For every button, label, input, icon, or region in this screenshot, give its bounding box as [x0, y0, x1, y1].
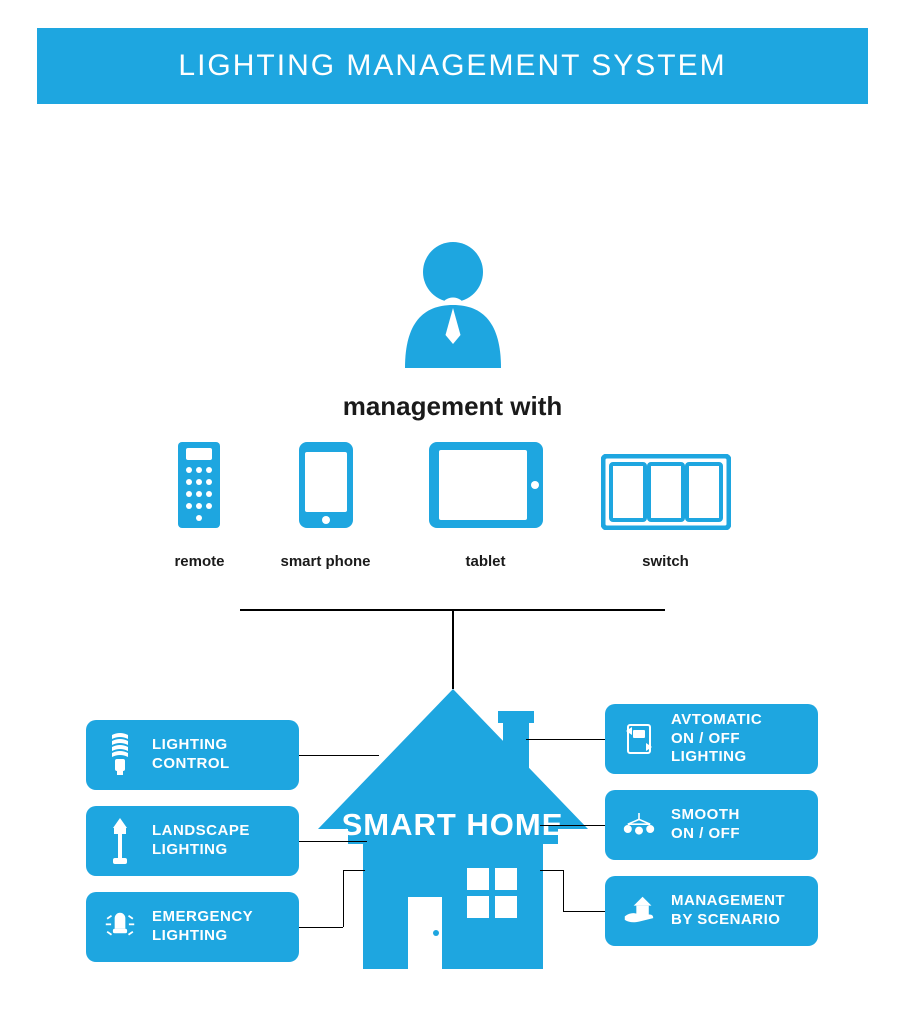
user-block: management with	[0, 230, 905, 422]
feature-landscape-lighting: LANDSCAPE LIGHTING	[86, 806, 299, 876]
feature-label: LIGHTING CONTROL	[152, 736, 230, 774]
device-label: smart phone	[281, 553, 371, 570]
switch-icon	[601, 517, 731, 534]
device-label: tablet	[427, 553, 545, 570]
feature-label: MANAGEMENT BY SCENARIO	[671, 892, 785, 930]
alarm-light-icon	[104, 907, 136, 947]
feature-label: SMOOTH ON / OFF	[671, 806, 740, 844]
connector-line	[299, 927, 343, 928]
management-with-caption: management with	[0, 391, 905, 422]
tablet-icon	[427, 517, 545, 534]
connector-line	[540, 870, 563, 871]
house-label-text: SMART HOME	[342, 807, 564, 843]
cfl-bulb-icon	[104, 735, 136, 775]
devices-row: remote smart phone tablet	[0, 440, 905, 570]
device-label: remote	[174, 553, 224, 570]
connector-line	[540, 825, 605, 826]
hand-house-icon	[623, 891, 655, 931]
connector-line	[526, 739, 605, 740]
device-label: switch	[601, 553, 731, 570]
device-smartphone: smart phone	[281, 440, 371, 570]
auto-switch-icon	[623, 719, 655, 759]
smartphone-icon	[297, 517, 355, 534]
feature-lighting-control: LIGHTING CONTROL	[86, 720, 299, 790]
connector-line	[563, 870, 564, 911]
title-bar: LIGHTING MANAGEMENT SYSTEM	[37, 28, 868, 104]
feature-automatic-onoff: AVTOMATIC ON / OFF LIGHTING	[605, 704, 818, 774]
feature-emergency-lighting: EMERGENCY LIGHTING	[86, 892, 299, 962]
chandelier-icon	[623, 805, 655, 845]
feature-label: LANDSCAPE LIGHTING	[152, 822, 250, 860]
connector-line	[563, 911, 605, 912]
user-icon	[378, 230, 528, 385]
device-remote: remote	[174, 440, 224, 570]
connector-line	[343, 870, 344, 927]
connector-t	[240, 609, 665, 689]
feature-smooth-onoff: SMOOTH ON / OFF	[605, 790, 818, 860]
device-switch: switch	[601, 454, 731, 570]
connector-line	[299, 755, 379, 756]
device-tablet: tablet	[427, 440, 545, 570]
feature-label: AVTOMATIC ON / OFF LIGHTING	[671, 711, 762, 767]
title-text: LIGHTING MANAGEMENT SYSTEM	[178, 49, 726, 83]
feature-label: EMERGENCY LIGHTING	[152, 908, 253, 946]
streetlamp-icon	[104, 821, 136, 861]
connector-line	[299, 841, 367, 842]
feature-management-scenario: MANAGEMENT BY SCENARIO	[605, 876, 818, 946]
connector-line	[343, 870, 365, 871]
remote-icon	[176, 517, 222, 534]
